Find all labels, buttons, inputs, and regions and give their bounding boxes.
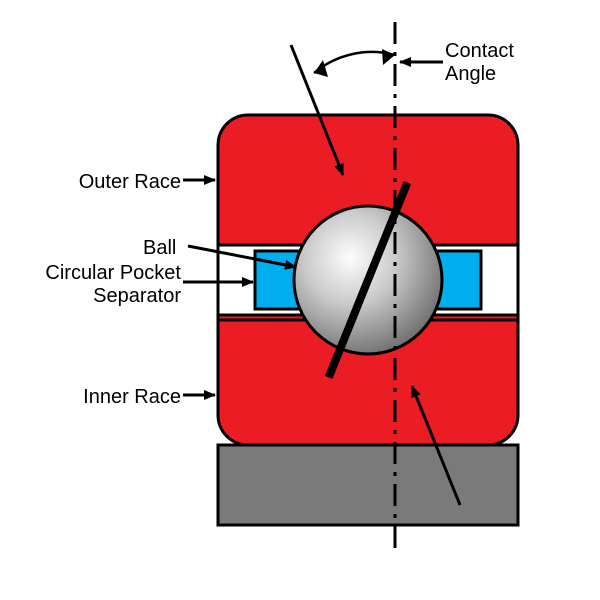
label-ball: Ball [143,237,176,260]
angle-arc-arrow-right [382,49,395,65]
label-inner-race: Inner Race [75,386,181,409]
shaft [218,445,518,525]
label-contact-angle: Contact Angle [445,40,514,86]
angle-arc-arrow-left [314,60,328,77]
label-outer-race: Outer Race [69,171,181,194]
label-separator: Circular Pocket Separator [25,262,181,308]
